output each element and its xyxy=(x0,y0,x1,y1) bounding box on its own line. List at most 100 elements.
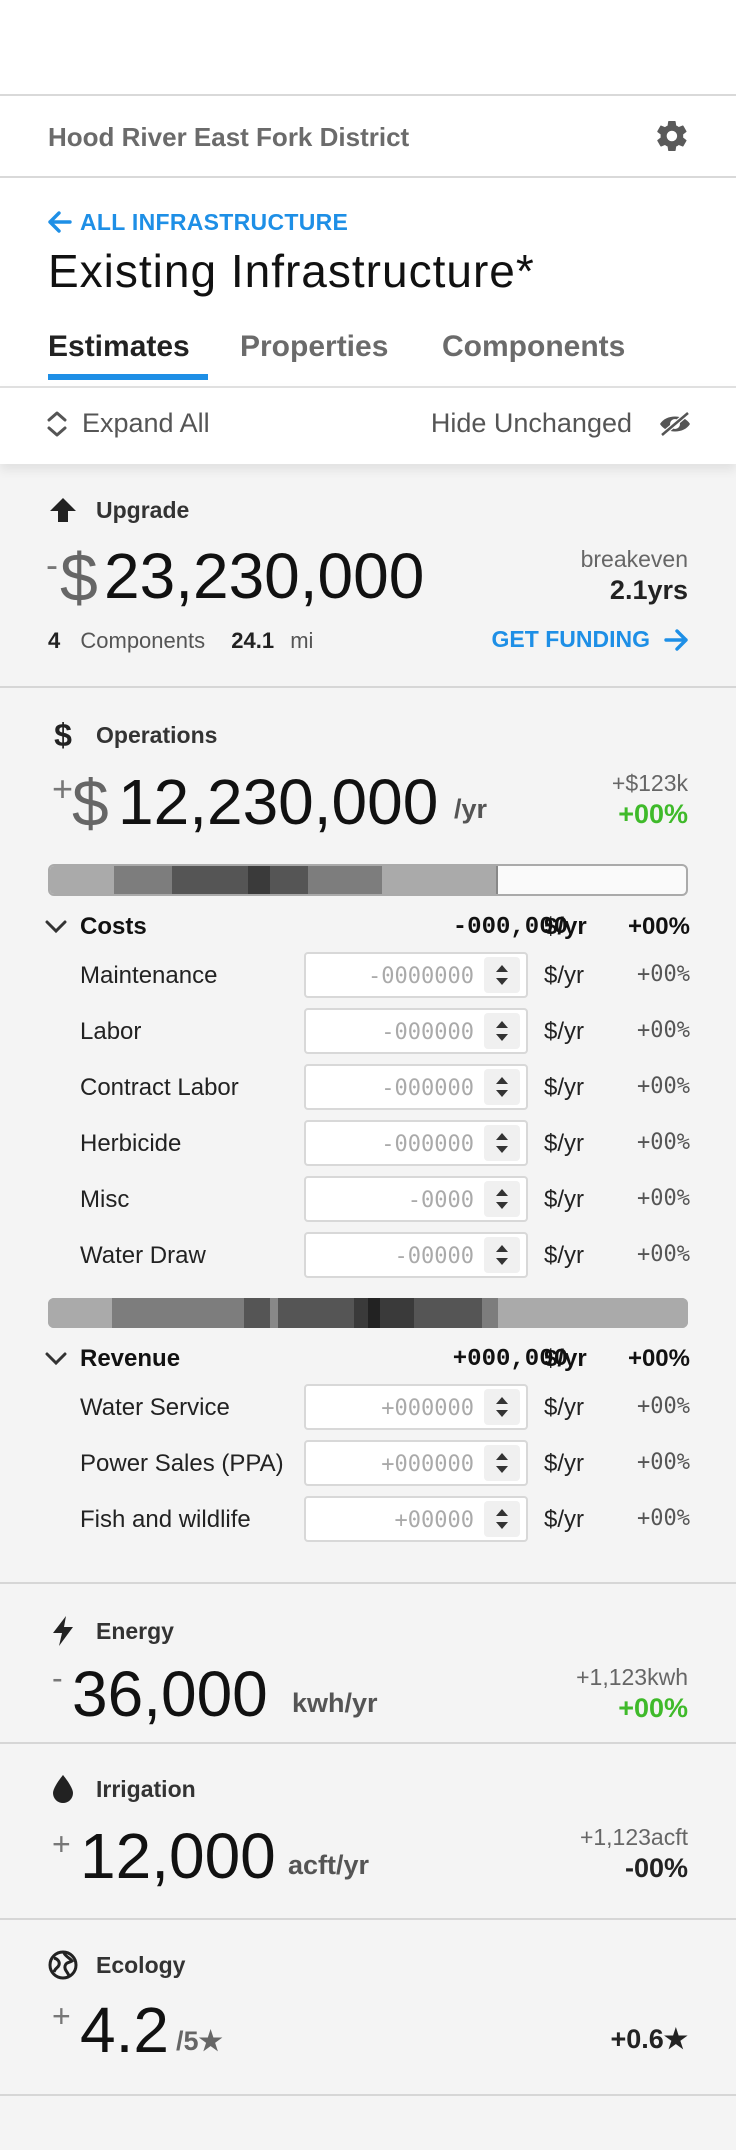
energy-sign: - xyxy=(52,1660,63,1696)
energy-unit: kwh/yr xyxy=(292,1688,378,1718)
stepper-icon[interactable] xyxy=(484,1069,520,1105)
tab-estimates[interactable]: Estimates xyxy=(48,330,190,363)
costs-bar-segment xyxy=(114,866,172,894)
operations-pct: +00% xyxy=(618,799,688,829)
eye-off-icon xyxy=(660,410,690,437)
revenue-bar-segment xyxy=(244,1298,270,1328)
revenue-item-pct: +00% xyxy=(637,1506,690,1531)
stepper-icon[interactable] xyxy=(484,1181,520,1217)
globe-icon xyxy=(48,1950,78,1980)
herbicide-input[interactable]: -000000 xyxy=(304,1120,528,1166)
input-value: +000000 xyxy=(381,1452,474,1477)
upgrade-section: Upgrade - $ 23,230,000 breakeven 2.1yrs … xyxy=(0,464,736,688)
costs-breakdown-bar xyxy=(48,864,688,896)
revenue-group-header[interactable]: Revenue +000,000 $/yr +00% xyxy=(44,1342,690,1376)
energy-change: +1,123kwh +00% xyxy=(576,1664,688,1724)
input-value: +000000 xyxy=(381,1396,474,1421)
lightning-icon xyxy=(48,1616,78,1646)
stepper-icon[interactable] xyxy=(484,1389,520,1425)
stepper-icon[interactable] xyxy=(484,1013,520,1049)
operations-delta: +$123k xyxy=(611,770,688,796)
cost-label: Water Draw xyxy=(80,1242,206,1269)
costs-label: Costs xyxy=(80,913,147,940)
misc-input[interactable]: -0000 xyxy=(304,1176,528,1222)
irrigation-pct: -00% xyxy=(624,1853,688,1883)
ecology-change: +0.6★ xyxy=(610,2024,688,2055)
costs-unit: $/yr xyxy=(544,913,587,940)
components-count: 4 xyxy=(48,628,61,653)
cost-pct: +00% xyxy=(637,1186,690,1211)
cost-row-herbicide: Herbicide -000000 $/yr +00% xyxy=(80,1120,690,1166)
app-header: Hood River East Fork District xyxy=(0,94,736,178)
stepper-icon[interactable] xyxy=(484,1125,520,1161)
energy-delta: +1,123kwh xyxy=(576,1664,688,1690)
operations-section: $ Operations + $ 12,230,000 /yr +$123k +… xyxy=(0,688,736,1584)
revenue-bar-segment xyxy=(380,1298,414,1328)
power-sales-input[interactable]: +000000 xyxy=(304,1440,528,1486)
get-funding-button[interactable]: GET FUNDING xyxy=(492,626,688,653)
input-value: -000000 xyxy=(381,1076,474,1101)
ecology-header[interactable]: Ecology xyxy=(48,1950,185,1980)
irrigation-unit: acft/yr xyxy=(288,1850,370,1880)
revenue-total: +000,000 xyxy=(452,1345,568,1373)
upgrade-header[interactable]: Upgrade xyxy=(48,495,189,525)
stepper-icon[interactable] xyxy=(484,1445,520,1481)
distance-value: 24.1 xyxy=(231,628,275,653)
energy-amount: 36,000 xyxy=(72,1658,268,1730)
dollar-icon: $ xyxy=(54,716,72,753)
energy-header[interactable]: Energy xyxy=(48,1616,174,1646)
cost-row-labor: Labor -000000 $/yr +00% xyxy=(80,1008,690,1054)
cost-unit: $/yr xyxy=(544,1186,585,1213)
costs-pct: +00% xyxy=(627,913,690,940)
tab-components[interactable]: Components xyxy=(442,330,626,363)
input-value: -000000 xyxy=(381,1132,474,1157)
contract-labor-input[interactable]: -000000 xyxy=(304,1064,528,1110)
irrigation-section: Irrigation + 12,000 acft/yr +1,123acft -… xyxy=(0,1744,736,1920)
stepper-icon[interactable] xyxy=(484,1501,520,1537)
water-draw-input[interactable]: -00000 xyxy=(304,1232,528,1278)
revenue-bar-segment xyxy=(414,1298,482,1328)
back-link-label: ALL INFRASTRUCTURE xyxy=(80,208,349,235)
input-value: -000000 xyxy=(381,1020,474,1045)
hide-unchanged-label: Hide Unchanged xyxy=(430,408,632,438)
revenue-row-power-sales: Power Sales (PPA) +000000 $/yr +00% xyxy=(80,1440,690,1486)
cost-row-maintenance: Maintenance -0000000 $/yr +00% xyxy=(80,952,690,998)
maintenance-input[interactable]: -0000000 xyxy=(304,952,528,998)
ecology-delta: +0.6★ xyxy=(610,2024,688,2054)
operations-unit: /yr xyxy=(454,794,488,824)
stepper-icon[interactable] xyxy=(484,1237,520,1273)
tab-bar: Estimates Properties Components xyxy=(0,318,736,524)
tab-properties[interactable]: Properties xyxy=(240,330,389,363)
water-service-input[interactable]: +000000 xyxy=(304,1384,528,1430)
revenue-label: Revenue xyxy=(80,1345,181,1372)
costs-bar-segment xyxy=(270,866,308,894)
costs-total: -000,000 xyxy=(452,913,568,941)
operations-title: Operations xyxy=(96,721,218,748)
page-title: Existing Infrastructure* xyxy=(48,245,535,297)
fish-wildlife-input[interactable]: +00000 xyxy=(304,1496,528,1542)
gear-icon[interactable] xyxy=(654,118,690,154)
upgrade-title: Upgrade xyxy=(96,496,190,523)
labor-input[interactable]: -000000 xyxy=(304,1008,528,1054)
costs-bar-segment xyxy=(496,866,498,894)
expand-all-button[interactable]: Expand All xyxy=(46,408,210,439)
operations-sign: + xyxy=(52,768,74,809)
revenue-item-label: Fish and wildlife xyxy=(80,1506,251,1533)
costs-group-header[interactable]: Costs -000,000 $/yr +00% xyxy=(44,910,690,944)
revenue-item-unit: $/yr xyxy=(544,1450,585,1477)
operations-change: +$123k +00% xyxy=(612,770,688,830)
revenue-breakdown-bar xyxy=(48,1298,688,1328)
water-drop-icon xyxy=(48,1774,78,1804)
irrigation-header[interactable]: Irrigation xyxy=(48,1774,196,1804)
hide-unchanged-button[interactable]: Hide Unchanged xyxy=(431,408,692,439)
revenue-bar-segment xyxy=(48,1298,112,1328)
revenue-item-pct: +00% xyxy=(637,1450,690,1475)
chevron-down-icon xyxy=(45,1352,67,1366)
title-area: ALL INFRASTRUCTURE Existing Infrastructu… xyxy=(0,178,736,524)
stepper-icon[interactable] xyxy=(484,957,520,993)
operations-currency: $ xyxy=(72,766,109,840)
operations-header[interactable]: $ Operations xyxy=(48,716,218,753)
back-link[interactable]: ALL INFRASTRUCTURE xyxy=(48,208,348,236)
cost-pct: +00% xyxy=(637,1074,690,1099)
cost-unit: $/yr xyxy=(544,1018,585,1045)
